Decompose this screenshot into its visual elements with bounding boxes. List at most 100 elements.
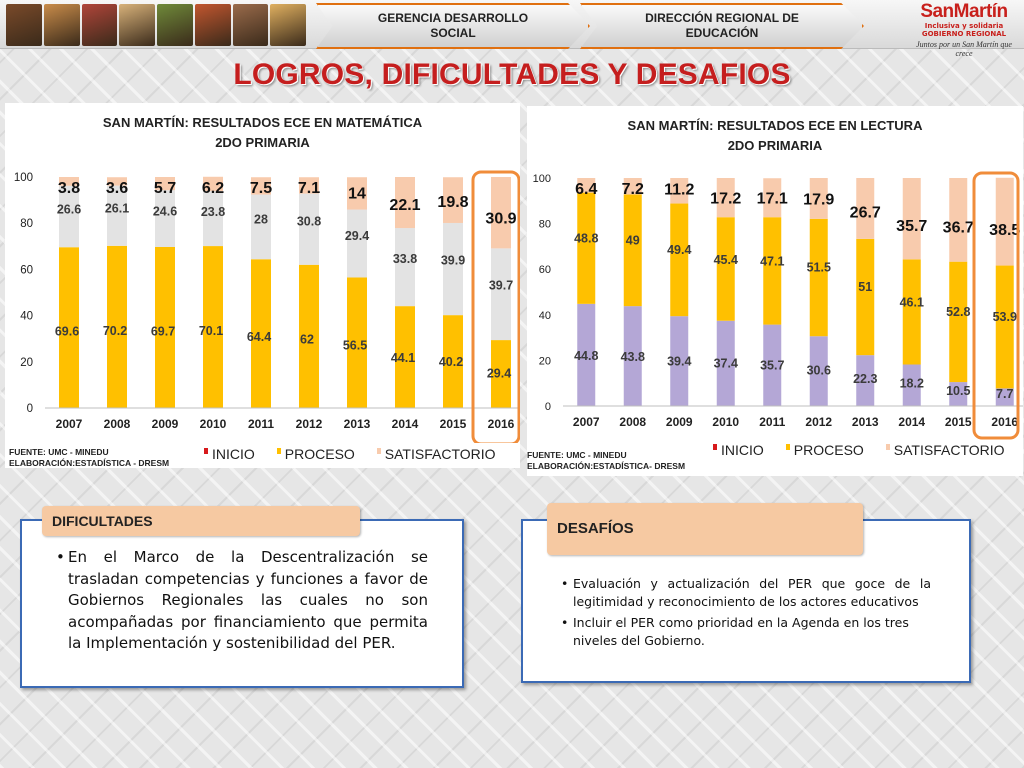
photo-thumb [6, 4, 42, 46]
logo-gobierno: GOBIERNO REGIONAL [921, 30, 1007, 38]
data-label-top: 35.7 [896, 218, 927, 235]
bar-satisfactorio [577, 178, 596, 193]
data-label: 51 [858, 280, 872, 294]
x-tick-label: 2007 [56, 417, 83, 431]
bar-inicio [856, 355, 875, 406]
data-label-top: 17.2 [710, 190, 741, 207]
bar-inicio [107, 245, 127, 408]
logo-sub: Inclusiva y solidaria [924, 22, 1004, 30]
bar-proceso [670, 203, 689, 317]
x-tick-label: 2008 [619, 415, 646, 429]
bar-inicio [443, 315, 463, 408]
legend-label: INICIO [721, 442, 764, 458]
bar-inicio [251, 259, 271, 408]
bar-satisfactorio [763, 178, 782, 218]
x-tick-label: 2013 [852, 415, 879, 429]
bar-satisfactorio [716, 178, 735, 218]
bar-proceso [902, 259, 921, 365]
y-tick-label: 20 [20, 357, 33, 369]
chart-title-line2: 2DO PRIMARIA [215, 135, 310, 150]
bar-proceso [203, 191, 223, 247]
photo-thumb [157, 4, 193, 46]
bar-proceso [107, 185, 127, 246]
data-label-top: 14 [348, 185, 366, 202]
bar-inicio [716, 320, 735, 406]
data-label: 56.5 [343, 338, 367, 352]
data-label-top: 5.7 [154, 180, 176, 197]
chart-title: SAN MARTÍN: RESULTADOS ECE EN LECTURA 2D… [527, 116, 1023, 156]
legend-label: INICIO [212, 446, 255, 462]
data-label: 69.7 [151, 325, 175, 339]
bar-satisfactorio [155, 177, 175, 191]
data-label: 26.1 [105, 202, 129, 216]
chart-source: FUENTE: UMC - MINEDU ELABORACIÓN:ESTADÍS… [9, 447, 169, 469]
list-item: Incluir el PER como prioridad en la Agen… [561, 614, 931, 649]
bar-satisfactorio [203, 176, 223, 192]
photo-strip [6, 4, 306, 46]
data-label: 70.2 [103, 324, 127, 338]
legend-item-proceso: PROCESO [276, 446, 355, 462]
bar-proceso [949, 261, 968, 383]
data-label: 28 [254, 213, 268, 227]
bar-satisfactorio [670, 178, 689, 204]
x-tick-label: 2015 [440, 417, 467, 431]
data-label: 49 [626, 234, 640, 248]
data-label-top: 6.4 [575, 181, 597, 198]
tag-direccion-label: DIRECCIÓN REGIONAL DE EDUCACIÓN [645, 11, 799, 40]
y-tick-label: 100 [14, 172, 33, 184]
y-tick-label: 80 [539, 219, 551, 231]
data-label: 45.4 [714, 253, 738, 267]
x-tick-label: 2010 [200, 417, 227, 431]
bar-satisfactorio [395, 177, 415, 229]
y-tick-label: 100 [533, 173, 551, 185]
data-label: 35.7 [760, 358, 784, 372]
data-label: 29.4 [345, 229, 369, 243]
source-line-2: ELABORACIÓN:ESTADÍSTICA - DRESM [9, 458, 170, 468]
bar-inicio [949, 382, 968, 406]
x-tick-label: 2014 [898, 415, 925, 429]
desafios-heading: DESAFÍOS [547, 503, 863, 555]
data-label: 64.4 [247, 330, 271, 344]
bar-proceso [809, 218, 828, 337]
data-label: 62 [300, 333, 314, 347]
dificultades-list: En el Marco de la Descentralización se t… [56, 547, 428, 655]
chart-legend: INICIO PROCESO SATISFACTORIO [204, 446, 518, 462]
x-tick-label: 2009 [152, 417, 179, 431]
data-label: 39.9 [441, 253, 465, 267]
photo-thumb [232, 4, 269, 46]
data-label: 30.8 [297, 215, 321, 229]
bar-proceso [491, 248, 511, 341]
chart-title-line2: 2DO PRIMARIA [727, 138, 823, 153]
bar-proceso [577, 192, 596, 304]
data-label-top: 19.8 [437, 194, 468, 211]
y-tick-label: 0 [545, 401, 551, 413]
data-label: 44.8 [574, 349, 598, 363]
bar-satisfactorio [107, 177, 127, 186]
data-label: 69.6 [55, 325, 79, 339]
bar-satisfactorio [949, 178, 968, 262]
tag-gerencia: GERENCIA DESARROLLO SOCIAL [316, 3, 590, 49]
page-title: LOGROS, DIFICULTADES Y DESAFIOS [233, 58, 791, 91]
data-label: 18.2 [900, 376, 924, 390]
x-tick-label: 2012 [805, 415, 832, 429]
chart-matematica: 0 20 40 60 80 100 2007 2008 2009 2010 2011 2012 2013… [14, 170, 520, 443]
highlight-frame [972, 171, 1020, 440]
bar-satisfactorio [809, 178, 828, 219]
chart-panel-lectura: SAN MARTÍN: RESULTADOS ECE EN LECTURA 2D… [527, 106, 1023, 476]
chart-title-line1: SAN MARTÍN: RESULTADOS ECE EN LECTURA [627, 118, 923, 133]
bar-inicio [155, 246, 175, 408]
y-tick-label: 40 [539, 310, 551, 322]
data-label: 33.8 [393, 252, 417, 266]
data-label-top: 17.1 [757, 191, 788, 208]
bar-satisfactorio [856, 178, 875, 239]
data-label: 52.8 [946, 305, 970, 319]
bar-proceso [443, 222, 463, 316]
bar-proceso [623, 194, 642, 307]
data-label-top: 38.5 [989, 222, 1020, 239]
x-tick-label: 2007 [573, 415, 600, 429]
bar-inicio [59, 247, 79, 408]
bar-proceso [395, 228, 415, 307]
bar-proceso [347, 209, 367, 278]
data-label: 48.8 [574, 232, 598, 246]
x-tick-label: 2013 [344, 417, 371, 431]
